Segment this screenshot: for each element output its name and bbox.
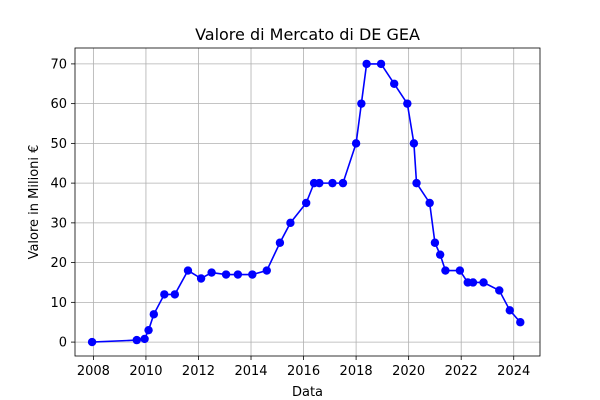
data-point: [441, 266, 450, 275]
data-point: [435, 250, 445, 259]
data-point: [357, 99, 366, 108]
data-point: [286, 218, 295, 228]
chart-title: Valore di Mercato di DE GEA: [195, 25, 420, 44]
data-point: [338, 178, 348, 188]
x-tick-label: 2018: [340, 364, 373, 379]
data-point: [149, 310, 159, 319]
data-point: [183, 266, 193, 275]
y-tick-label: 50: [50, 137, 67, 152]
data-point: [196, 274, 206, 283]
y-axis-label: Valore in Milioni €: [27, 145, 42, 260]
x-tick-label: 2010: [129, 364, 162, 379]
data-point: [389, 79, 399, 88]
data-point: [412, 178, 421, 188]
grid-layer: [75, 48, 540, 356]
y-tick-label: 60: [50, 97, 67, 112]
data-point: [516, 318, 525, 327]
data-point: [170, 290, 180, 299]
x-tick-label: 2016: [287, 364, 320, 379]
y-tick-label: 20: [50, 256, 67, 271]
data-point: [207, 268, 216, 277]
data-point: [233, 270, 243, 279]
data-point: [468, 278, 478, 287]
series-layer: [87, 59, 525, 347]
data-point: [140, 334, 149, 344]
x-tick-label: 2012: [182, 364, 215, 379]
y-tick-label: 0: [59, 336, 67, 351]
x-tick-label: 2020: [392, 364, 425, 379]
y-tick-label: 40: [50, 177, 67, 192]
data-point: [144, 325, 153, 335]
x-tick-label: 2022: [445, 364, 478, 379]
x-tick-label: 2024: [497, 364, 530, 379]
data-point: [275, 238, 285, 247]
data-point: [376, 59, 386, 69]
plot-frame: [74, 47, 541, 357]
data-point: [328, 178, 337, 188]
data-point: [479, 278, 488, 287]
data-point: [315, 178, 324, 188]
data-point: [351, 139, 361, 148]
x-tick-label: 2008: [77, 364, 110, 379]
y-tick-label: 10: [50, 296, 67, 311]
data-point: [160, 290, 169, 299]
data-point: [87, 337, 97, 347]
data-point: [409, 139, 419, 148]
x-tick-label: 2014: [234, 364, 267, 379]
data-point: [248, 270, 257, 279]
data-point: [132, 335, 141, 345]
series-line: [92, 63, 521, 343]
data-point: [430, 238, 440, 247]
data-point: [221, 270, 231, 279]
data-point: [495, 286, 504, 295]
x-axis-label: Data: [292, 385, 323, 400]
data-point: [362, 59, 371, 69]
tick-layer: 2008 2010 2012 2014 2016 2018 2020 2022 2024 0 10 2…: [50, 57, 530, 379]
data-point: [403, 99, 412, 108]
data-point: [262, 266, 271, 275]
data-point: [505, 306, 514, 315]
data-point: [301, 198, 311, 208]
data-point: [425, 198, 434, 208]
y-tick-label: 30: [50, 216, 67, 231]
y-tick-label: 70: [50, 57, 67, 72]
data-point: [455, 266, 465, 275]
